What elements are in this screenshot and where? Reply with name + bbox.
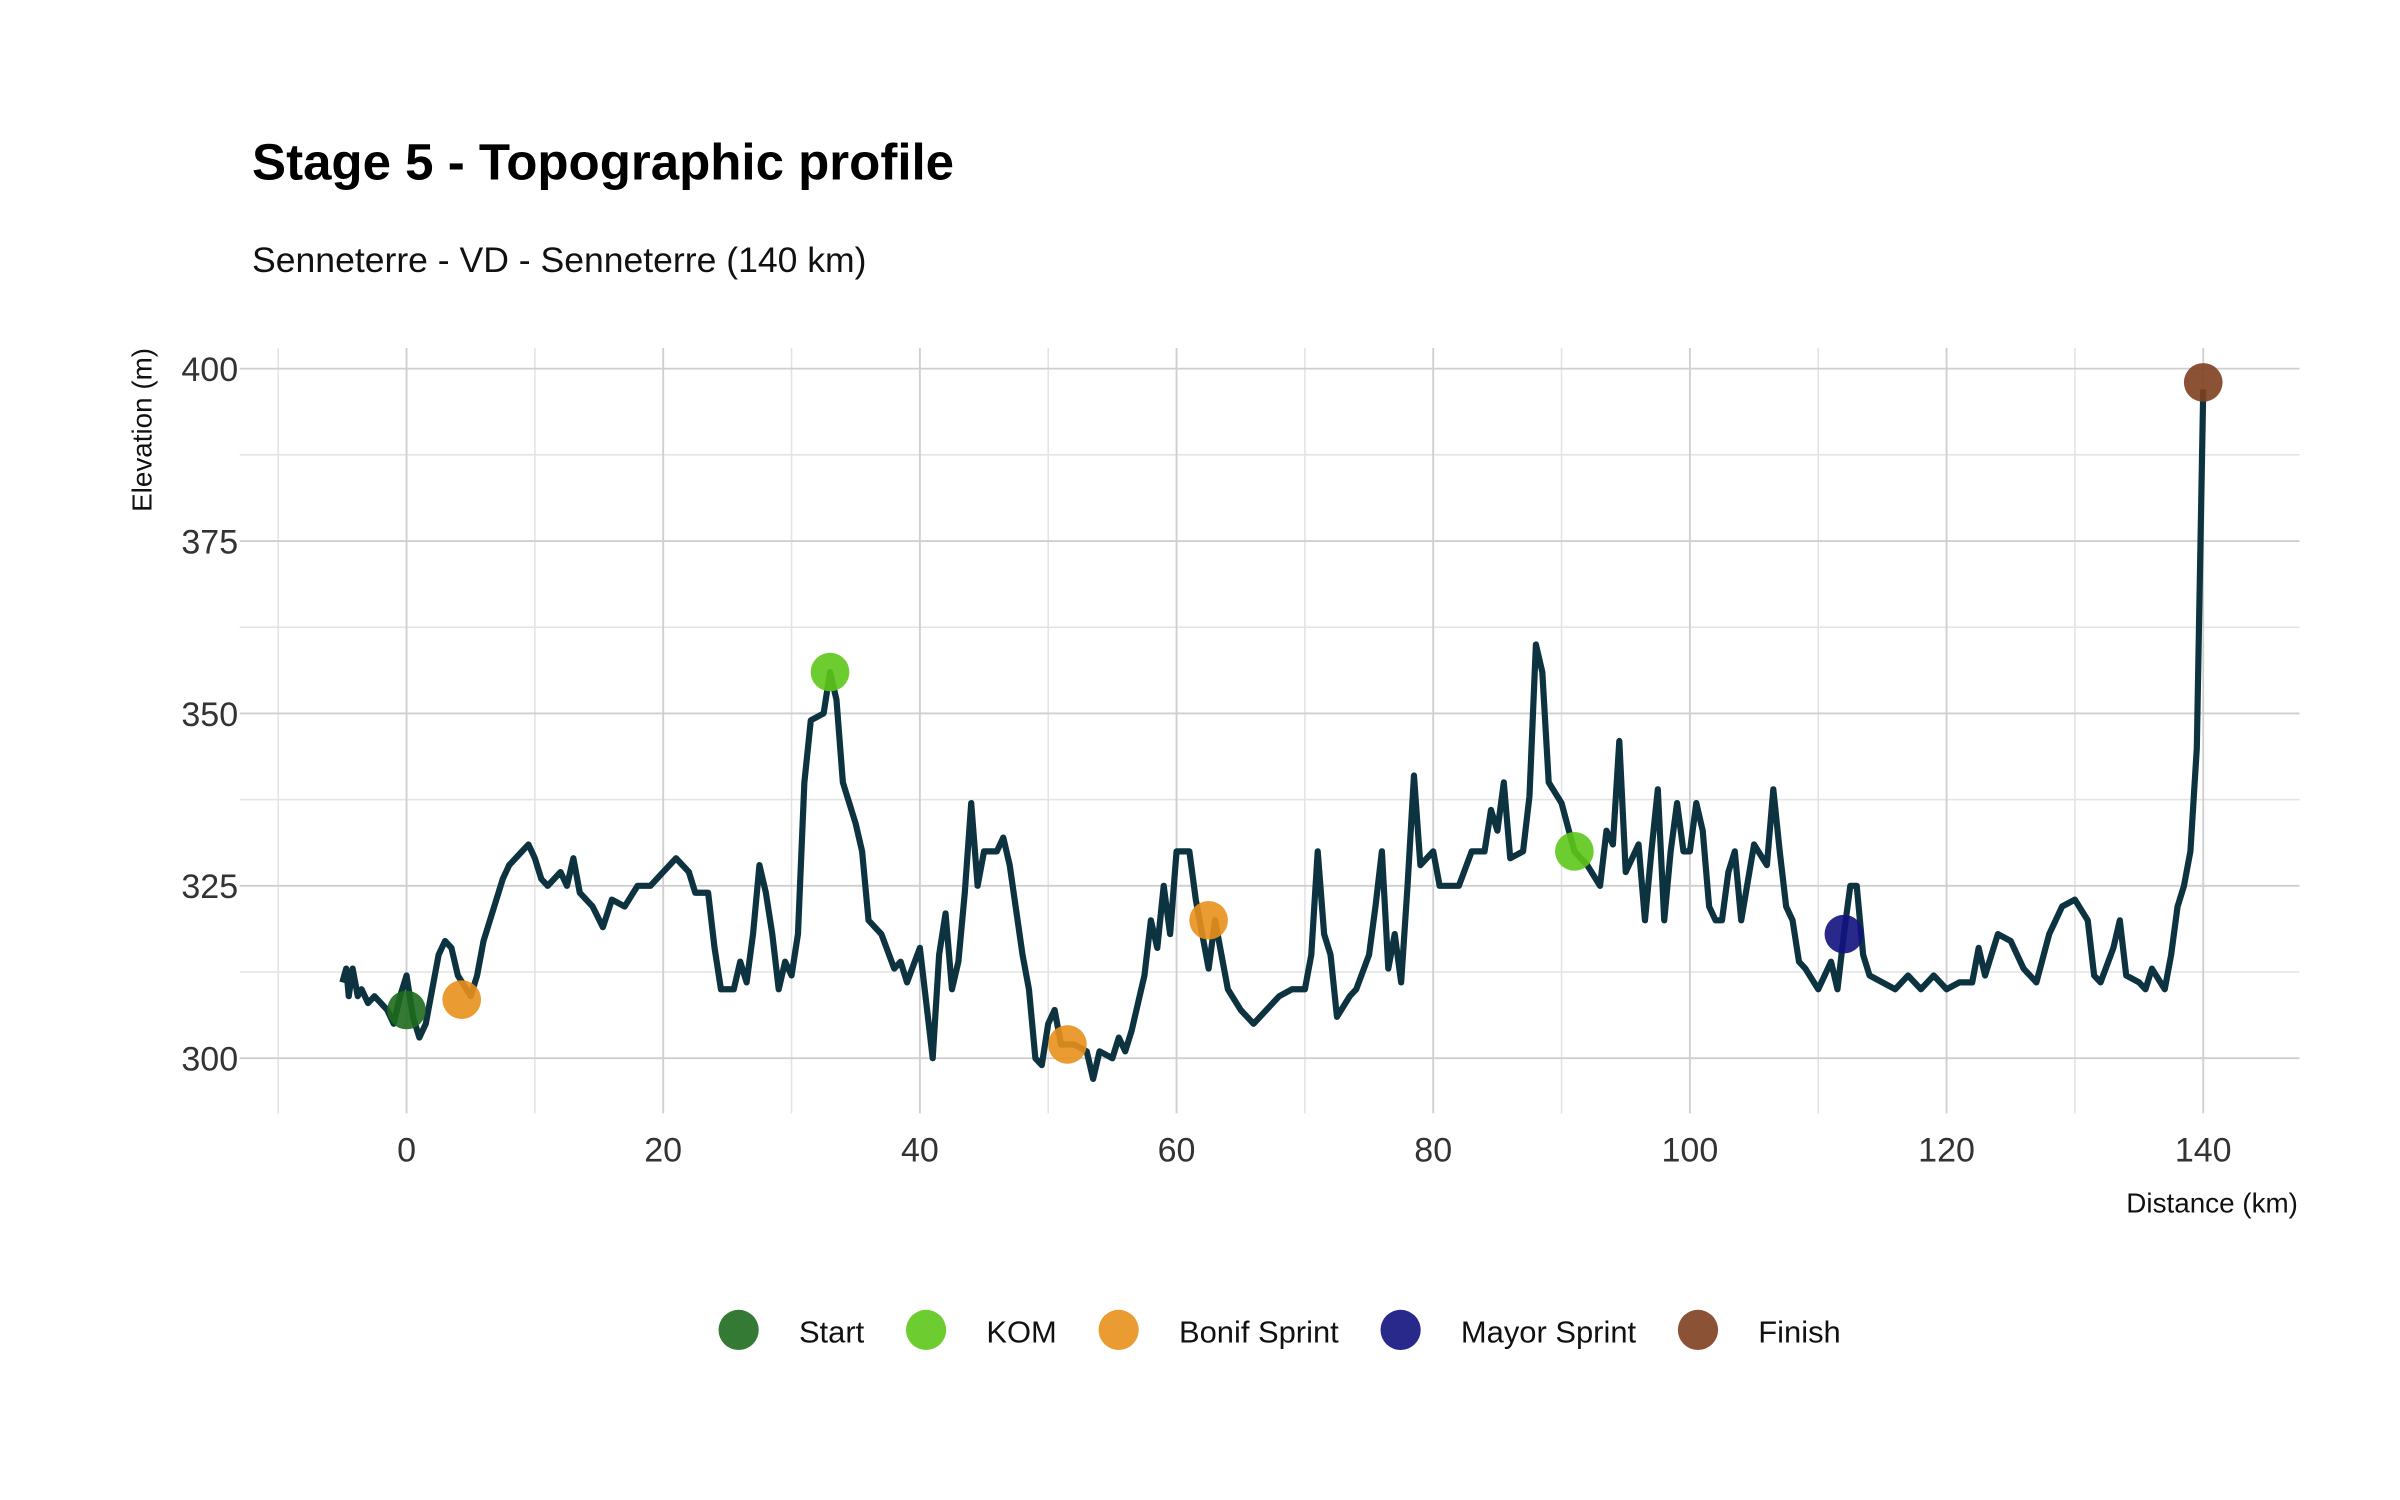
legend-swatch [718, 1309, 759, 1350]
marker-point [810, 652, 850, 692]
marker-point [1555, 832, 1594, 871]
y-tick-label: 325 [181, 868, 238, 906]
chart-title: Stage 5 - Topographic profile [252, 133, 954, 190]
legend-item: KOM [905, 1309, 1057, 1350]
marker-point [1824, 914, 1864, 954]
x-tick-label: 140 [2175, 1131, 2232, 1169]
legend-item: Finish [1677, 1309, 1841, 1350]
x-tick-label: 120 [1918, 1131, 1975, 1169]
y-axis-title: Elevation (m) [127, 348, 158, 512]
marker-point [442, 980, 482, 1019]
legend-item: Bonif Sprint [1098, 1309, 1339, 1350]
marker-point [1048, 1025, 1087, 1064]
marker-point [387, 990, 426, 1030]
legend-item: Start [718, 1309, 865, 1350]
legend-swatch [1677, 1309, 1719, 1350]
y-tick-label: 350 [181, 696, 238, 734]
x-tick-label: 0 [397, 1131, 416, 1169]
legend-swatch [1380, 1309, 1421, 1350]
marker-point [1189, 900, 1228, 940]
legend-swatch [1098, 1309, 1139, 1350]
y-tick-label: 400 [181, 351, 238, 389]
y-tick-label: 300 [181, 1041, 238, 1079]
y-tick-label: 375 [181, 523, 238, 561]
marker-point [2183, 363, 2223, 402]
legend-label: Bonif Sprint [1179, 1314, 1339, 1349]
legend: Start KOM Bonif Sprint Mayor Sprint Finish [718, 1309, 1841, 1350]
elevation-line [339, 389, 2207, 1083]
x-tick-label: 100 [1662, 1131, 1719, 1169]
grid [239, 347, 2300, 1114]
legend-item: Mayor Sprint [1380, 1309, 1637, 1350]
x-tick-label: 60 [1158, 1131, 1196, 1169]
x-tick-label: 20 [644, 1131, 682, 1169]
plot-area [339, 363, 2223, 1083]
legend-label: Mayor Sprint [1461, 1314, 1637, 1349]
legend-label: Finish [1758, 1314, 1840, 1349]
x-tick-label: 80 [1414, 1131, 1452, 1169]
x-axis-title: Distance (km) [2126, 1187, 2298, 1218]
legend-label: KOM [986, 1314, 1056, 1349]
legend-swatch [905, 1309, 947, 1350]
legend-label: Start [799, 1314, 865, 1349]
chart-subtitle: Senneterre - VD - Senneterre (140 km) [252, 240, 866, 280]
x-tick-label: 40 [901, 1131, 939, 1169]
